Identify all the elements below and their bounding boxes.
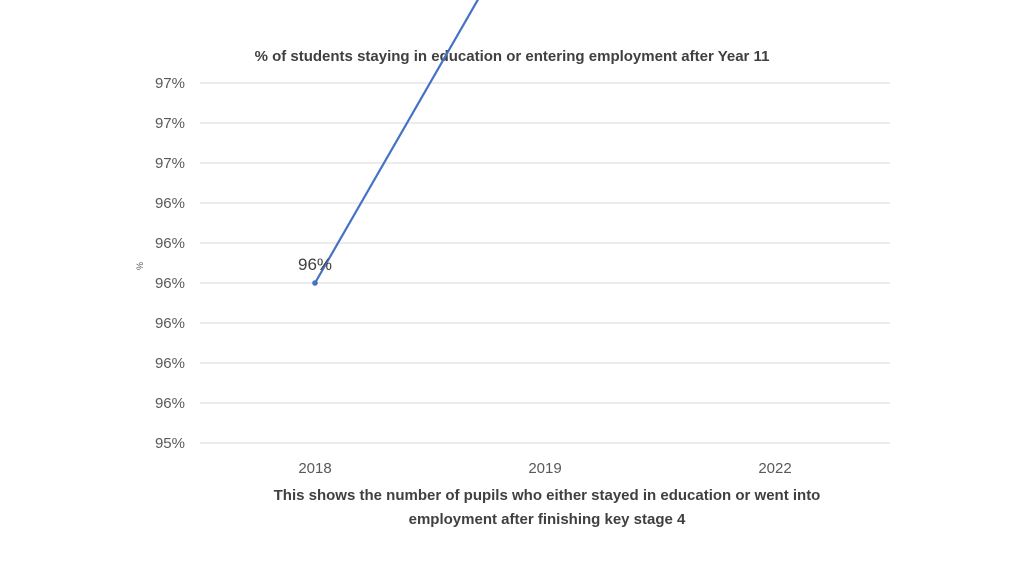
x-tick-label: 2022 bbox=[758, 460, 791, 477]
x-tick-label: 2018 bbox=[298, 460, 331, 477]
data-point bbox=[312, 280, 318, 286]
y-axis-ticks: 95% 96% 96% 96% 96% 96% 96% 97% 97% 97% bbox=[155, 75, 185, 452]
y-tick-label: 96% bbox=[155, 395, 185, 412]
y-tick-label: 97% bbox=[155, 75, 185, 92]
data-points bbox=[312, 280, 318, 286]
y-tick-label: 96% bbox=[155, 195, 185, 212]
x-tick-label: 2019 bbox=[528, 460, 561, 477]
data-labels: 96%97%97% bbox=[298, 255, 332, 274]
y-axis-label: % bbox=[135, 262, 145, 270]
x-axis-ticks: 2018 2019 2022 bbox=[298, 460, 791, 477]
y-tick-label: 96% bbox=[155, 275, 185, 292]
y-tick-label: 95% bbox=[155, 435, 185, 452]
y-tick-label: 97% bbox=[155, 115, 185, 132]
y-tick-label: 96% bbox=[155, 355, 185, 372]
series-line bbox=[314, 0, 479, 284]
x-axis-label-line-2: employment after finishing key stage 4 bbox=[409, 511, 686, 528]
y-tick-label: 96% bbox=[155, 235, 185, 252]
gridlines bbox=[200, 82, 890, 444]
x-axis-label-line-1: This shows the number of pupils who eith… bbox=[274, 487, 821, 504]
chart-title: % of students staying in education or en… bbox=[255, 48, 770, 65]
y-tick-label: 96% bbox=[155, 315, 185, 332]
y-tick-label: 97% bbox=[155, 155, 185, 172]
data-label: 96% bbox=[298, 255, 332, 274]
